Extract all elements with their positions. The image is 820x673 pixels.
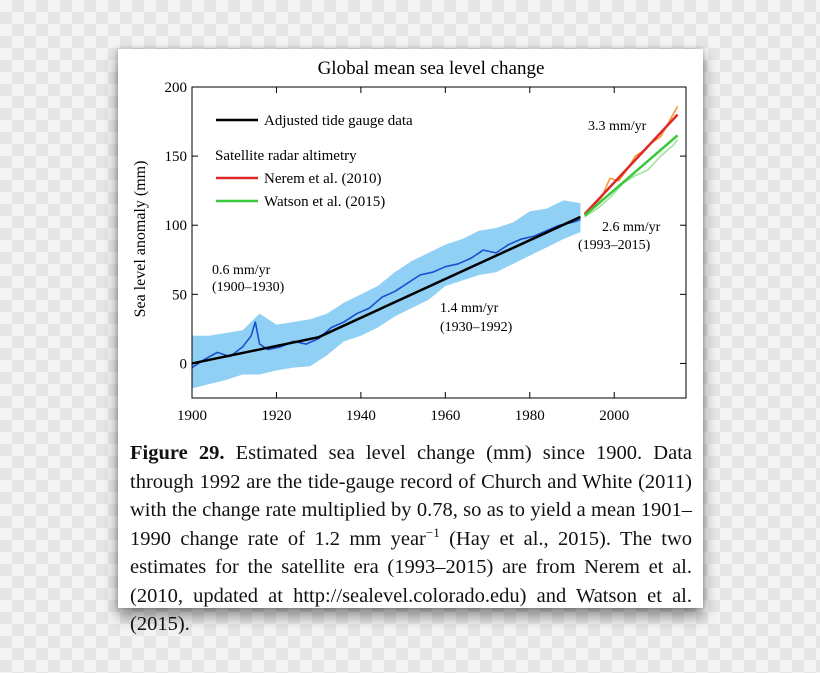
series-adjusted-tide-gauge-data	[191, 215, 581, 365]
y-tick-label-50: 50	[172, 287, 187, 303]
x-axis-ticks: 1900 1920 1940 1960 1980 2000	[177, 87, 629, 424]
legend-label-nerem: Nerem et al. (2010)	[264, 171, 381, 187]
caption-text-2: (Hay et al., 2015). The two estimates fo…	[130, 527, 692, 636]
x-tick-label-1900: 1900	[177, 408, 207, 424]
figure-caption: Figure 29. Estimated sea level change (m…	[130, 439, 692, 639]
uncertainty-band-layer	[192, 200, 581, 389]
rate-annotations: 0.6 mm/yr (1900–1930) 1.4 mm/yr (1930–19…	[212, 119, 661, 335]
caption-label: Figure 29.	[130, 442, 225, 464]
annotation-rate-1930-1992: 1.4 mm/yr	[440, 301, 499, 316]
legend: Adjusted tide gauge data Satellite radar…	[215, 113, 413, 210]
series-watson-et-al-2015-data	[584, 139, 679, 218]
annotation-period-1993-2015: (1993–2015)	[578, 238, 651, 253]
series-tide-gauge-record	[191, 218, 581, 369]
plot-frame	[191, 86, 687, 399]
x-tick-label-1960: 1960	[430, 408, 460, 424]
legend-header-satellite: Satellite radar altimetry	[215, 148, 357, 164]
annotation-rate-1900-1930: 0.6 mm/yr	[212, 263, 271, 278]
y-tick-label-0: 0	[180, 356, 188, 372]
series-nerem-et-al-2010	[583, 113, 679, 216]
annotation-period-1900-1930: (1900–1930)	[212, 280, 285, 295]
x-tick-label-1920: 1920	[261, 408, 291, 424]
annotation-rate-nerem: 3.3 mm/yr	[588, 119, 647, 134]
annotation-period-1930-1992: (1930–1992)	[440, 320, 513, 335]
y-tick-label-150: 150	[165, 149, 188, 165]
chart-title: Global mean sea level change	[318, 58, 545, 79]
sea-level-chart: 1900 1920 1940 1960 1980 2000 0 50 100 150 200 Gl…	[132, 58, 687, 424]
y-axis-ticks: 0 50 100 150 200	[165, 80, 686, 372]
trend-lines-layer	[191, 113, 679, 365]
x-tick-label-2000: 2000	[599, 408, 629, 424]
legend-label-watson: Watson et al. (2015)	[264, 194, 385, 210]
x-tick-label-1980: 1980	[515, 408, 545, 424]
caption-text: Estimated sea level change (mm) since 19…	[130, 442, 692, 550]
y-tick-label-100: 100	[165, 218, 188, 234]
series-watson-et-al-2015	[583, 134, 679, 217]
x-tick-label-1940: 1940	[346, 408, 376, 424]
caption-superscript: −1	[425, 524, 440, 540]
series-tide-gauge-uncertainty-band	[192, 200, 581, 389]
legend-label-tide-gauge: Adjusted tide gauge data	[264, 113, 413, 129]
y-axis-label: Sea level anomaly (mm)	[132, 161, 149, 318]
annotation-rate-watson: 2.6 mm/yr	[602, 220, 661, 235]
figure-card: 1900 1920 1940 1960 1980 2000 0 50 100 150 200 Gl…	[118, 49, 703, 635]
y-tick-label-200: 200	[165, 80, 188, 96]
